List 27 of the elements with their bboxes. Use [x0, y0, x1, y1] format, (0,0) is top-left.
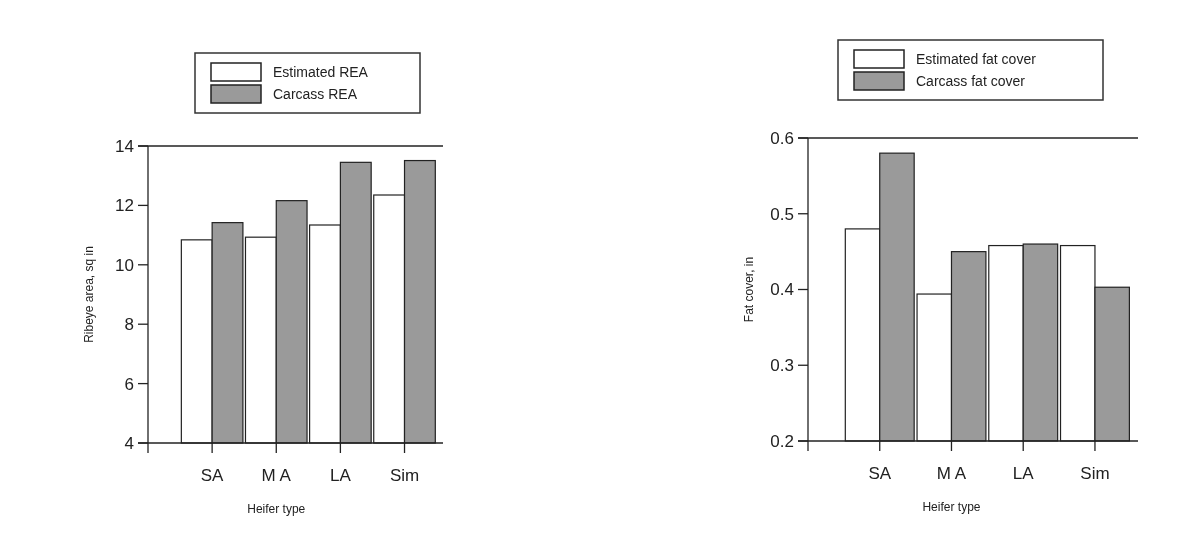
x-tick-label: M A: [261, 466, 292, 485]
x-tick-label: LA: [329, 466, 352, 485]
x-tick-label: Sim: [389, 466, 420, 485]
y-tick-label: 0.5: [770, 204, 794, 224]
x-tick-label: LA: [1012, 464, 1035, 483]
y-axis-title: Ribeye area, sq in: [82, 246, 96, 343]
x-tick-label: SA: [200, 466, 225, 485]
x-tick-label: M A: [936, 464, 967, 483]
legend-label: Carcass REA: [273, 85, 358, 102]
y-tick-label: 4: [124, 433, 134, 453]
legend-label: Estimated REA: [273, 63, 369, 80]
x-tick-label: SA: [868, 464, 892, 483]
y-tick-label: 0.4: [770, 280, 794, 300]
x-axis-title: Heifer type: [922, 500, 981, 514]
y-tick-label: 0.2: [770, 431, 794, 451]
y-tick-label: 12: [115, 196, 134, 216]
y-tick-label: 6: [124, 374, 134, 394]
y-tick-label: 10: [115, 255, 134, 275]
x-tick-label: Sim: [1080, 464, 1110, 483]
legend-label: Estimated fat cover: [916, 50, 1037, 67]
y-axis-title: Fat cover, in: [742, 256, 756, 323]
y-tick-label: 0.6: [770, 128, 794, 148]
legend-label: Carcass fat cover: [916, 72, 1026, 89]
y-tick-label: 14: [115, 136, 134, 156]
y-tick-label: 0.3: [770, 356, 794, 376]
y-tick-label: 8: [124, 315, 134, 335]
x-axis-title: Heifer type: [247, 502, 306, 516]
